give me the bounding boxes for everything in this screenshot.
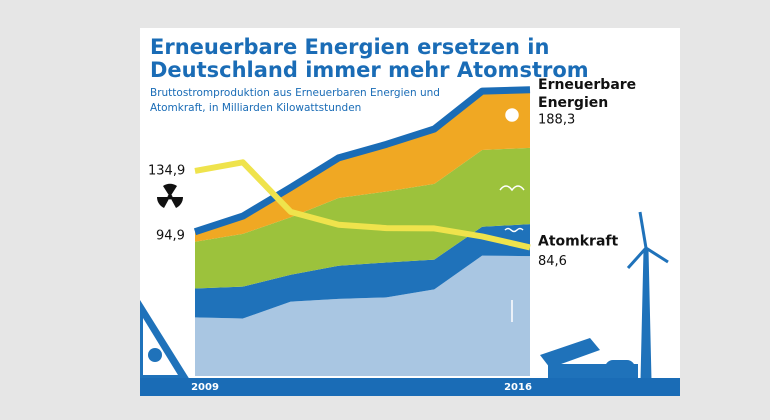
value-label: 84,6 xyxy=(538,254,567,269)
value-label: 134,9 xyxy=(148,163,185,178)
annotation: 94,9 xyxy=(156,228,185,243)
area xyxy=(195,147,530,289)
x-tick-label: 2016 xyxy=(504,382,532,393)
solar-panels xyxy=(540,338,638,380)
series-label: Atomkraft xyxy=(538,233,618,249)
plot: Atomkraft 134,9 84,6 94,9 188,3 xyxy=(148,86,618,376)
line xyxy=(194,159,531,251)
stack-label: Erneuerbare Energien xyxy=(538,77,637,111)
warning-sign xyxy=(140,300,190,380)
chart-subtitle: Bruttostromproduktion aus Erneuerbaren E… xyxy=(150,87,440,114)
layer-icons xyxy=(499,108,525,322)
chart-title: Erneuerbare Energien ersetzen in Deutsch… xyxy=(150,35,589,82)
stack-outline xyxy=(193,86,531,236)
annotation: 188,3 xyxy=(538,112,575,127)
radiation-icon xyxy=(156,183,184,208)
x-axis-bar xyxy=(140,378,680,396)
area xyxy=(195,89,530,242)
x-tick-label: 2009 xyxy=(191,382,219,393)
area xyxy=(195,255,530,376)
area xyxy=(195,224,530,319)
